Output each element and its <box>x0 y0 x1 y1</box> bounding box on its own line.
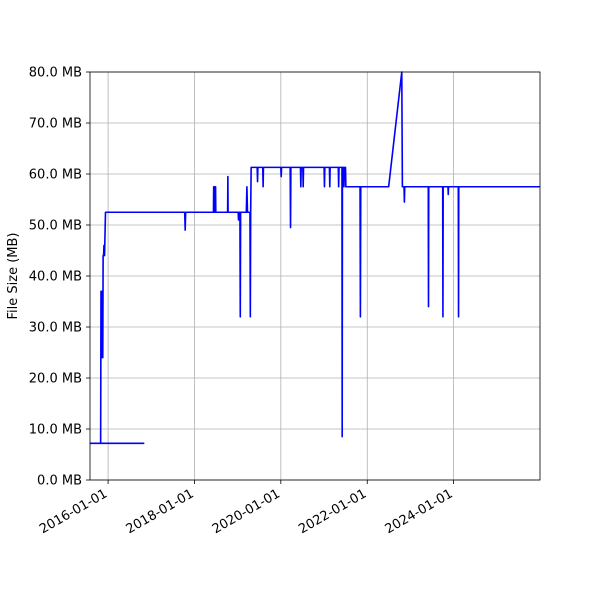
y-tick-label: 50.0 MB <box>29 219 82 234</box>
y-axis: 0.0 MB 10.0 MB 20.0 MB 30.0 MB 40.0 MB 50.0 M… <box>29 66 90 489</box>
grid <box>90 71 540 481</box>
x-tick-label: 2024-01-01 <box>383 486 456 537</box>
y-tick-label: 40.0 MB <box>29 270 82 285</box>
y-tick-label: 20.0 MB <box>29 372 82 387</box>
y-tick-label: 60.0 MB <box>29 168 82 183</box>
x-tick-label: 2016-01-01 <box>37 486 110 537</box>
y-tick-label: 30.0 MB <box>29 321 82 336</box>
plot-area <box>90 71 540 445</box>
series-line <box>90 71 540 445</box>
x-tick-label: 2020-01-01 <box>210 486 283 537</box>
x-tick-label: 2022-01-01 <box>296 486 369 537</box>
y-tick-label: 10.0 MB <box>29 423 82 438</box>
y-tick-label: 80.0 MB <box>29 66 82 81</box>
y-axis-label: File Size (MB) <box>6 233 21 320</box>
x-tick-label: 2018-01-01 <box>124 486 197 537</box>
x-axis: 2016-01-01 2018-01-01 2020-01-01 2022-01-01… <box>37 480 456 537</box>
y-tick-label: 70.0 MB <box>29 117 82 132</box>
y-tick-label: 0.0 MB <box>37 474 82 489</box>
